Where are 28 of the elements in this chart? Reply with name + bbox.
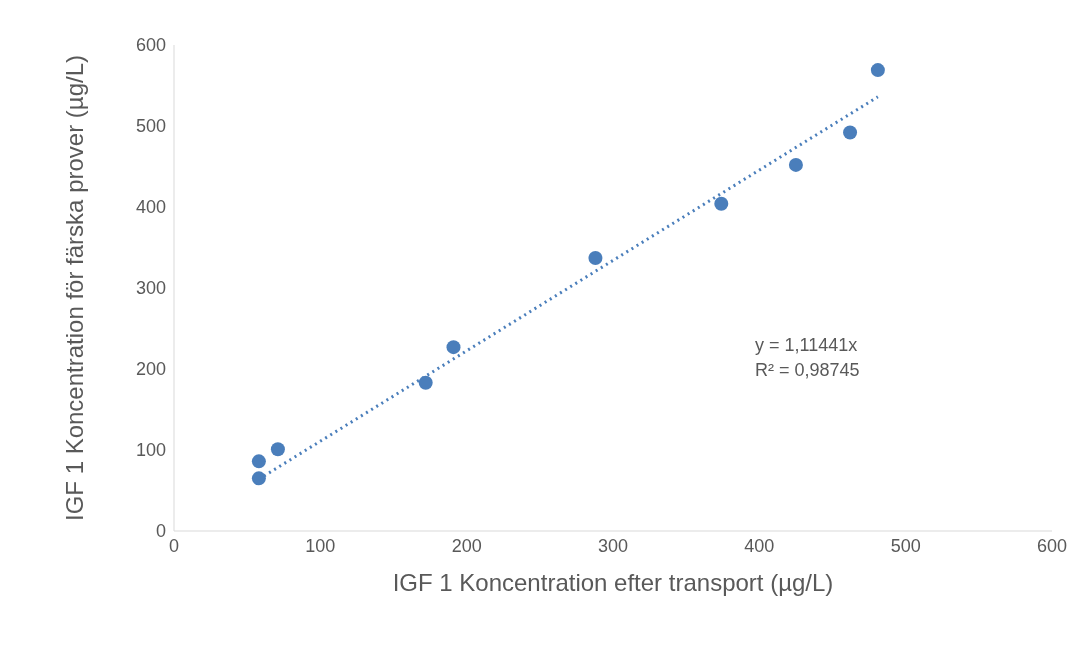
y-tick-label: 600: [135, 35, 166, 56]
point: [251, 454, 266, 469]
point: [788, 157, 803, 172]
x-axis-title: IGF 1 Koncentration efter transport (µg/L): [392, 569, 834, 596]
y-tick-label: 200: [135, 359, 166, 380]
x-tick-label: 200: [451, 535, 482, 556]
y-tick-label: 400: [135, 197, 166, 218]
annotation: R² = 0,98745: [755, 359, 860, 382]
x-tick-label: 600: [1036, 535, 1068, 556]
y-tick-label: 0: [155, 521, 166, 542]
x-tick-label: 0: [168, 535, 180, 556]
x-tick-label: 100: [305, 535, 336, 556]
x-tick-label: 300: [597, 535, 629, 556]
y-tick-label: 500: [135, 116, 166, 137]
point: [588, 251, 603, 266]
point: [418, 375, 433, 390]
x-tick-label: 400: [744, 535, 775, 556]
point: [714, 196, 729, 211]
y-axis-title: IGF 1 Koncentration för färska prover (µg/L): [60, 54, 88, 522]
point: [251, 471, 266, 486]
y-tick-label: 300: [135, 278, 166, 299]
point: [446, 340, 461, 355]
annotation: y = 1,11441x: [755, 334, 859, 357]
y-tick-label: 100: [135, 440, 166, 461]
point: [843, 125, 858, 140]
point: [870, 63, 885, 78]
point: [270, 442, 285, 457]
x-tick-label: 500: [890, 535, 921, 556]
